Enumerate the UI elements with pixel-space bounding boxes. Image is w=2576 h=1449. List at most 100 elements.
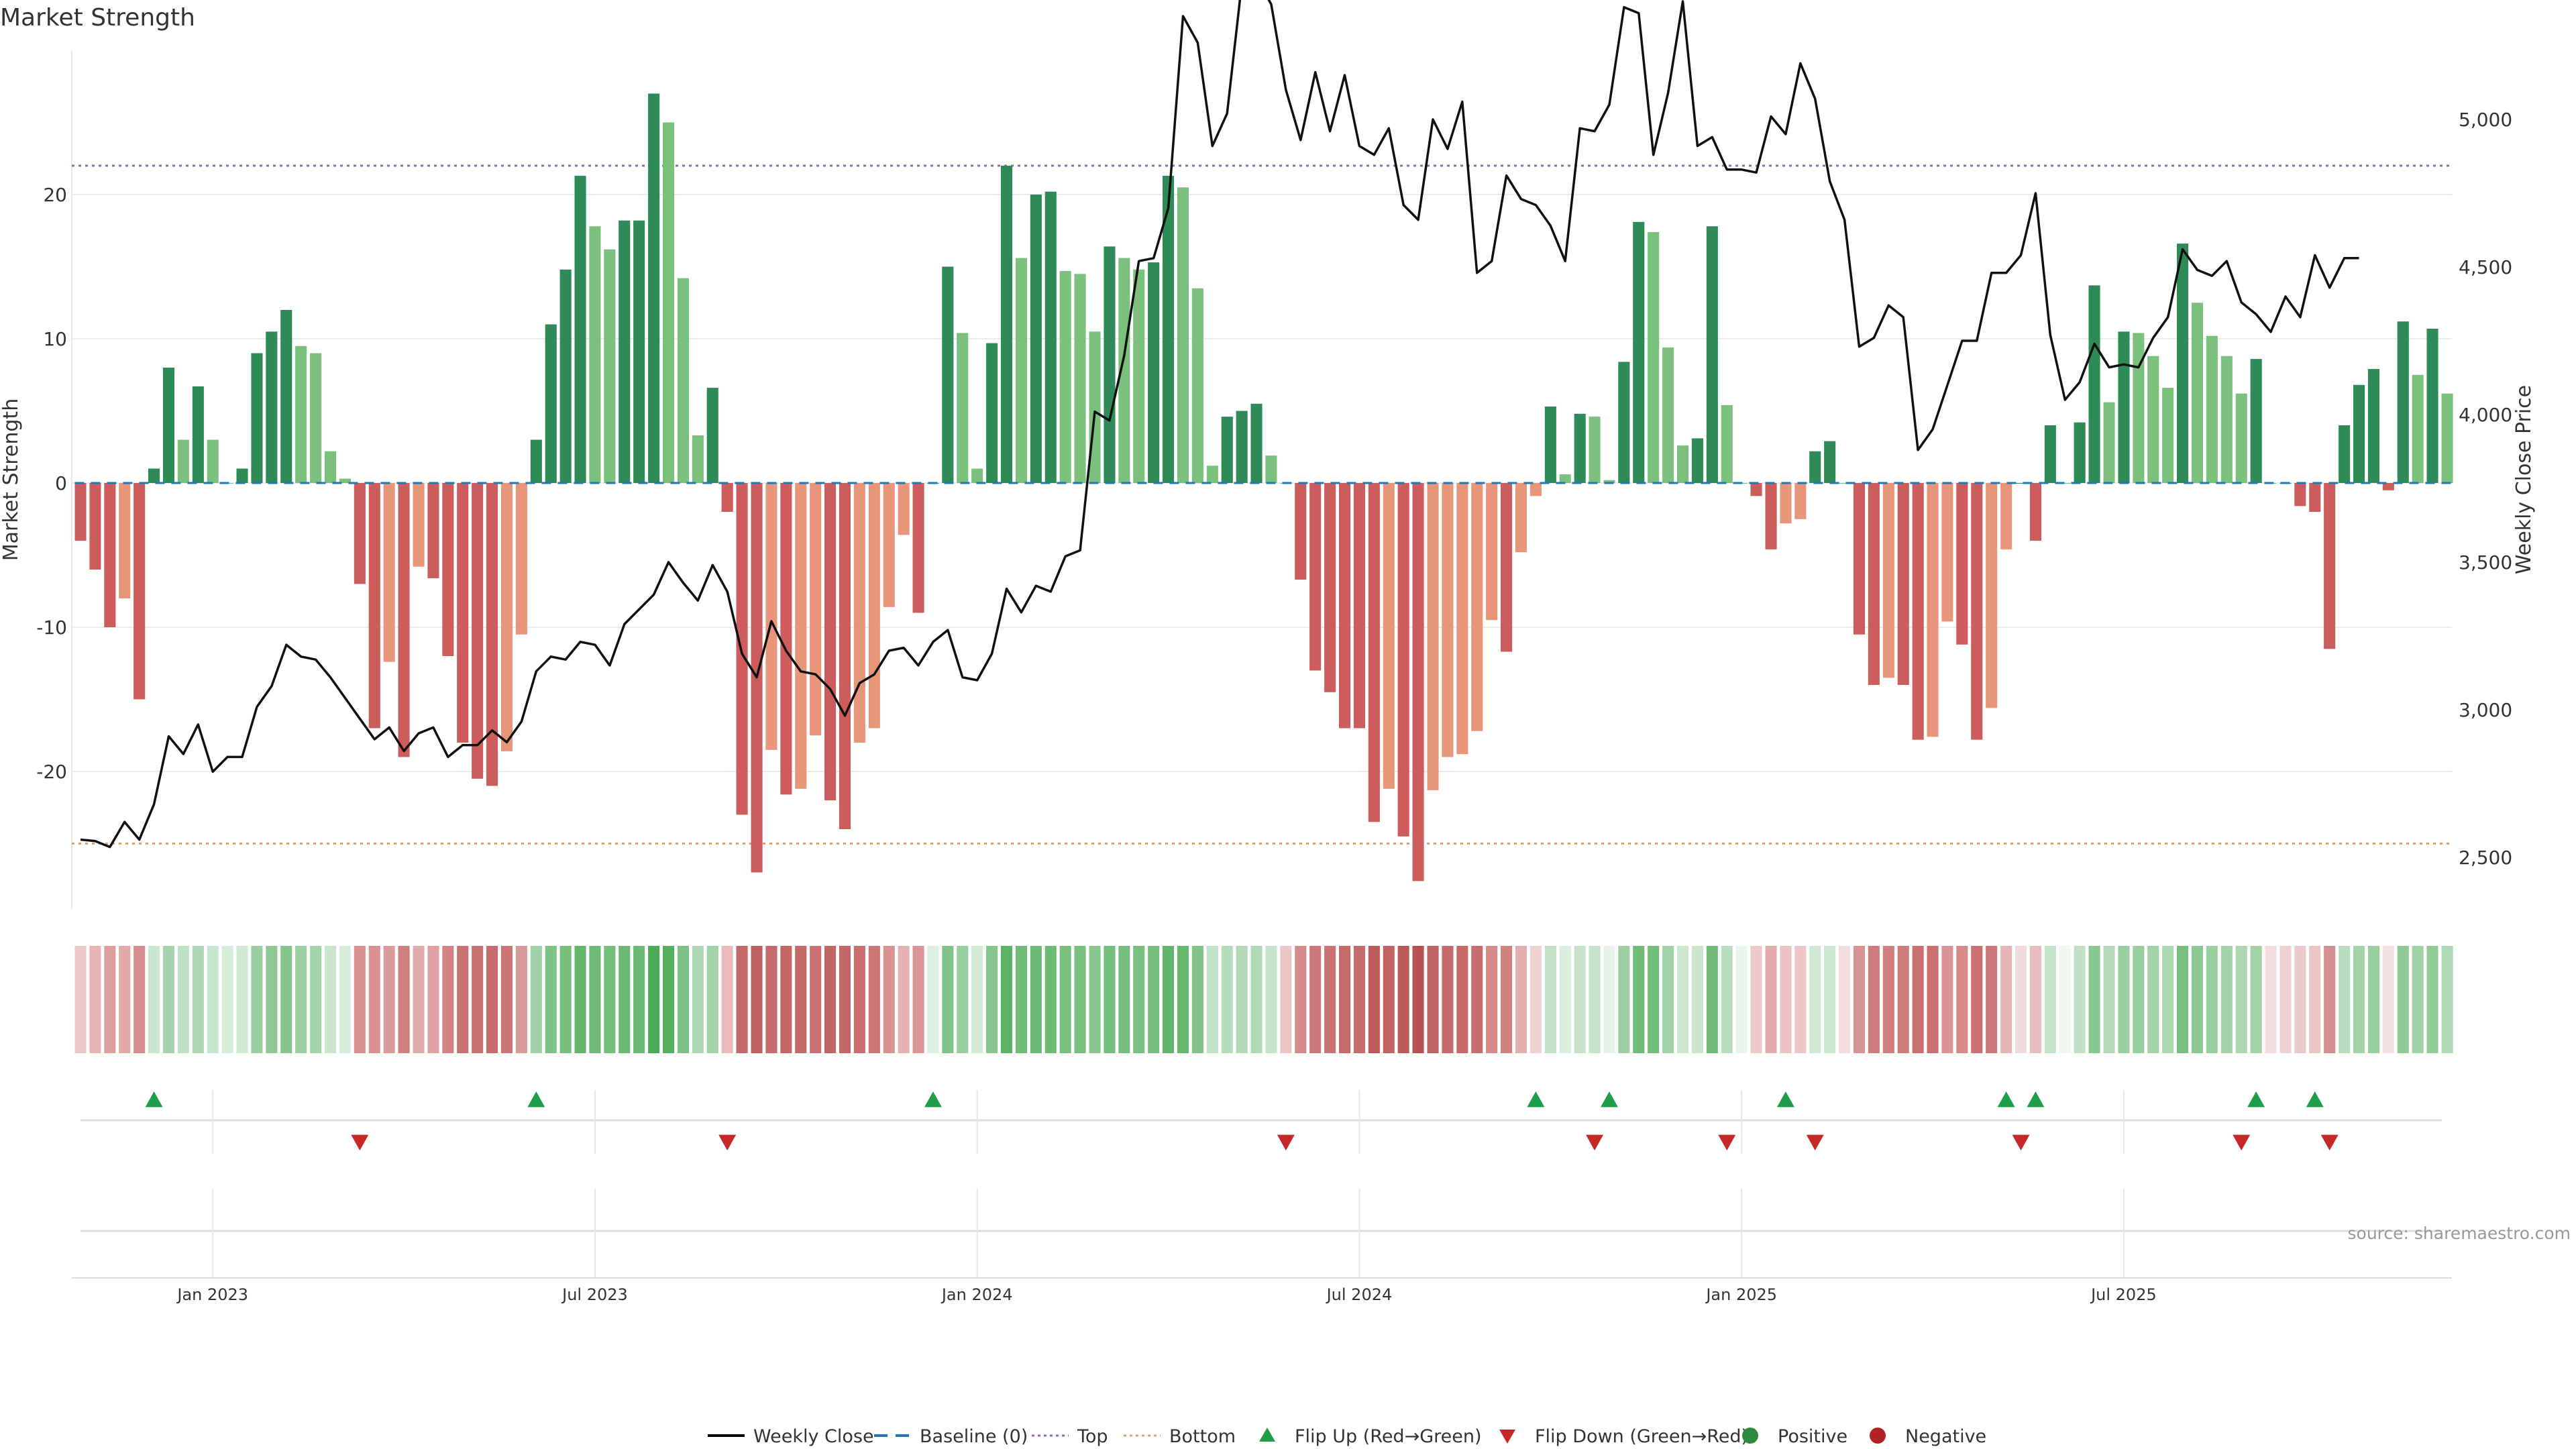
heat-cell — [1515, 946, 1527, 1053]
strength-bar — [2044, 425, 2056, 483]
source-label: source: sharemaestro.com — [2348, 1224, 2571, 1243]
heat-cell — [2279, 946, 2292, 1053]
legend-label: Top — [1077, 1426, 1108, 1447]
heat-cell — [986, 946, 998, 1053]
legend-swatch-positive — [1742, 1428, 1758, 1444]
heat-cell — [368, 946, 380, 1053]
flip-down-marker — [1277, 1134, 1295, 1150]
strength-bar — [1853, 483, 1865, 635]
strength-bar — [2191, 303, 2203, 484]
heat-cell — [619, 946, 631, 1053]
strength-bar — [339, 478, 351, 483]
heat-cell — [589, 946, 601, 1053]
heat-cell — [1177, 946, 1189, 1053]
strength-bar — [383, 483, 395, 662]
heat-cell — [280, 946, 292, 1053]
heat-cell — [1250, 946, 1263, 1053]
y-tick-label: 10 — [43, 328, 67, 350]
strength-bar — [2029, 483, 2041, 541]
strength-bar — [192, 386, 204, 484]
strength-bar — [1515, 483, 1527, 553]
strength-bar — [1191, 288, 1203, 484]
heat-cell — [457, 946, 469, 1053]
strength-bar — [1677, 445, 1689, 483]
flip-up-marker — [924, 1091, 942, 1108]
strength-bar — [559, 269, 572, 483]
strength-bar — [1030, 195, 1042, 483]
heat-cell — [677, 946, 689, 1053]
strength-bar — [2220, 356, 2233, 483]
strength-bar — [2162, 388, 2174, 483]
heat-cell — [413, 946, 425, 1053]
heat-cell — [1691, 946, 1703, 1053]
strength-bar — [354, 483, 366, 584]
strength-bar — [1456, 483, 1468, 755]
heat-cell — [1706, 946, 1718, 1053]
strength-bar — [883, 483, 895, 607]
heat-cell — [2000, 946, 2012, 1053]
strength-bar — [2103, 402, 2115, 483]
strength-bar — [721, 483, 733, 512]
strength-bar — [574, 176, 586, 483]
strength-bar — [1986, 483, 1998, 708]
y-axis-ticks: 20 10 0 -10 -20 — [36, 184, 67, 783]
flip-down-marker — [1586, 1134, 1604, 1150]
strength-bar — [1236, 411, 1248, 483]
strength-bar — [589, 226, 601, 483]
heat-cell — [1059, 946, 1071, 1053]
strength-bar — [1148, 262, 1160, 483]
strength-bar — [971, 468, 983, 483]
heat-cell — [1956, 946, 1968, 1053]
heat-cell — [751, 946, 763, 1053]
strength-bar — [1383, 483, 1395, 789]
legend-label: Baseline (0) — [920, 1426, 1028, 1447]
heat-cell — [765, 946, 777, 1053]
flip-up-marker — [2306, 1091, 2324, 1108]
strength-bar — [1603, 480, 1615, 483]
heat-cell — [1456, 946, 1468, 1053]
heat-cell — [1015, 946, 1027, 1053]
heat-cell — [927, 946, 939, 1053]
strength-bar — [545, 324, 557, 483]
heat-cell — [1471, 946, 1483, 1053]
strength-bar — [427, 483, 439, 578]
strength-bars — [74, 93, 2453, 881]
strength-bar — [515, 483, 527, 635]
strength-bar — [1574, 413, 1586, 483]
heat-cell — [1486, 946, 1498, 1053]
strength-bar — [1794, 483, 1807, 519]
strength-bar — [1927, 483, 1939, 737]
y2-axis-label: Weekly Close Price — [2512, 385, 2536, 574]
heat-cell — [1735, 946, 1748, 1053]
heat-cell — [1853, 946, 1865, 1053]
legend: Weekly Close Baseline (0) Top Bottom Flip Up… — [708, 1426, 1986, 1447]
heat-cell — [2235, 946, 2247, 1053]
strength-bar — [1824, 441, 1836, 483]
strength-bar — [912, 483, 924, 613]
y2-tick-label: 3,500 — [2459, 551, 2512, 574]
strength-bar — [1706, 226, 1718, 483]
heat-cell — [1662, 946, 1674, 1053]
heat-cell — [1574, 946, 1586, 1053]
strength-bar — [1765, 483, 1777, 549]
heat-cell — [2088, 946, 2100, 1053]
heat-cell — [1104, 946, 1116, 1053]
strength-bar — [442, 483, 454, 656]
strength-bar — [74, 483, 87, 541]
strength-bar — [780, 483, 792, 795]
heat-cell — [310, 946, 322, 1053]
heat-cell — [1074, 946, 1086, 1053]
y-tick-label: 20 — [43, 184, 67, 206]
heat-cell — [706, 946, 718, 1053]
strength-bar — [500, 483, 513, 751]
flip-up-marker — [145, 1091, 163, 1108]
heat-cell — [177, 946, 189, 1053]
flip-signal-panel: Jan 2023 Jul 2023 Jan 2024 Jul 2024 Jan 2025… — [72, 1090, 2452, 1304]
strength-bar — [2441, 393, 2453, 483]
heat-cell — [530, 946, 542, 1053]
flip-down-marker — [1718, 1134, 1736, 1150]
strength-bar — [2412, 374, 2424, 484]
strength-bar — [2250, 359, 2262, 483]
strength-bar — [1412, 483, 1424, 881]
heat-cell — [207, 946, 219, 1053]
